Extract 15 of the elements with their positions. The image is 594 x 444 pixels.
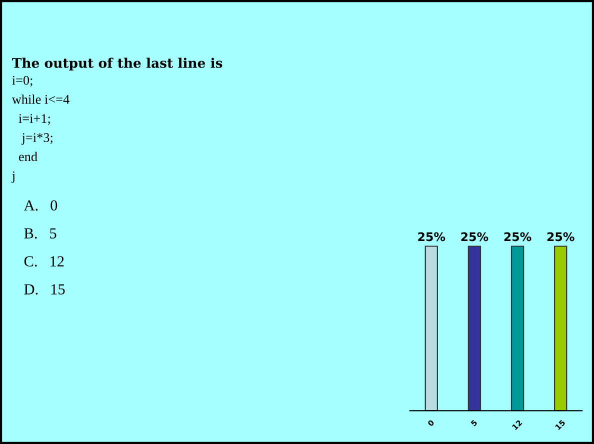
text: B. 5	[24, 228, 56, 239]
text: i=i+1;	[18, 114, 50, 125]
data-label: 25%	[504, 232, 532, 242]
text: j	[12, 171, 14, 183]
text: while i<=4	[12, 94, 70, 104]
data-label: 25%	[547, 232, 574, 242]
text: The output of the last line is	[12, 58, 222, 70]
text: C. 12	[24, 256, 64, 267]
data-label: 25%	[461, 232, 488, 242]
data-label: 25%	[418, 232, 446, 242]
text: i=0;	[12, 76, 32, 87]
text: D. 15	[24, 284, 65, 295]
text: A. 0	[24, 200, 58, 211]
text: j=i*3;	[21, 133, 52, 145]
text: end	[18, 152, 38, 162]
